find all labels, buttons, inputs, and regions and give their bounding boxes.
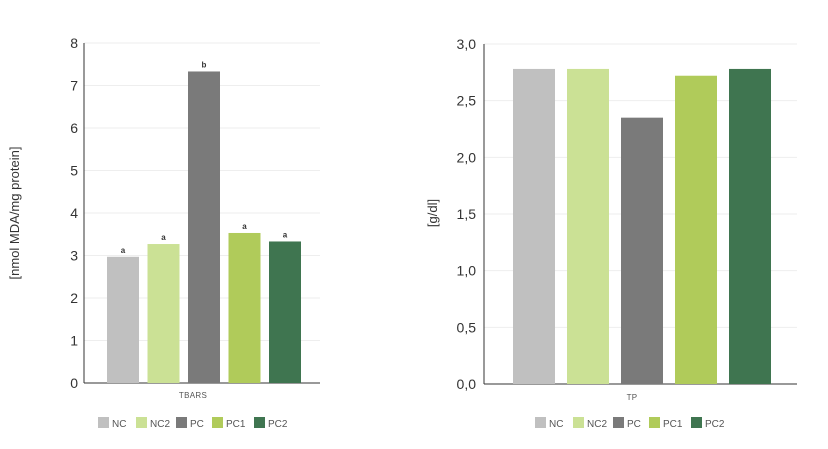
tp-bar-pc1 [675, 75, 717, 384]
tbars-y-tick-label: 8 [70, 35, 78, 51]
tp-legend-label-pc1: PC1 [663, 419, 683, 430]
tbars-bar-nc2 [147, 244, 180, 383]
tbars-significance-label: a [242, 222, 247, 231]
tbars-bar-pc [188, 71, 220, 383]
tp-legend-swatch-pc1 [649, 417, 660, 428]
tbars-legend-swatch-pc [176, 417, 187, 428]
tp-y-tick-label: 2,5 [457, 93, 477, 109]
tbars-significance-label: a [161, 233, 166, 242]
tp-legend-label-nc2: NC2 [587, 419, 607, 430]
tp-y-tick-label: 0,0 [457, 376, 477, 392]
tp-y-tick-label: 3,0 [457, 36, 477, 52]
tbars-y-tick-label: 6 [70, 120, 78, 136]
tbars-significance-label: a [121, 246, 126, 255]
tbars-legend-label-pc1: PC1 [226, 419, 246, 430]
tbars-significance-label: a [283, 230, 288, 239]
tp-legend-swatch-nc [535, 417, 546, 428]
tbars-significance-label: b [202, 60, 207, 69]
tbars-legend-label-nc2: NC2 [150, 419, 170, 430]
tp-legend-label-nc: NC [549, 419, 563, 430]
tbars-legend-swatch-nc2 [136, 417, 147, 428]
tp-y-tick-label: 2,0 [457, 149, 477, 165]
tbars-legend-label-pc2: PC2 [268, 419, 288, 430]
tp-legend-label-pc: PC [627, 419, 641, 430]
tp-legend-swatch-pc2 [691, 417, 702, 428]
tbars-bar-pc1 [228, 232, 261, 383]
tbars-y-tick-label: 3 [70, 248, 78, 264]
tbars-y-axis-title: [nmol MDA/mg protein] [7, 147, 22, 280]
tp-bar-pc2 [729, 68, 771, 384]
tp-bar-nc [513, 68, 555, 384]
tbars-y-tick-label: 1 [70, 333, 78, 349]
chart-tbars: 0 1 2 3 4 5 6 7 8 a a b a a [nmol MDA/mg protein] TBARS… [7, 35, 320, 430]
tbars-bar-nc [107, 256, 139, 383]
tp-y-tick-label: 1,0 [457, 263, 477, 279]
tbars-y-tick-label: 4 [70, 205, 78, 221]
tbars-bar-pc2 [269, 241, 301, 383]
tp-legend-swatch-pc [613, 417, 624, 428]
tbars-y-tick-label: 2 [70, 290, 78, 306]
tbars-legend-swatch-pc1 [212, 417, 223, 428]
tp-legend-swatch-nc2 [573, 417, 584, 428]
tp-x-axis-title: TP [627, 393, 638, 402]
tbars-y-tick-label: 7 [70, 78, 78, 94]
tp-y-tick-label: 0,5 [457, 319, 477, 335]
tbars-y-tick-label: 5 [70, 163, 78, 179]
tp-bar-nc2 [567, 68, 609, 384]
tbars-legend-label-pc: PC [190, 419, 204, 430]
tbars-legend-swatch-nc [98, 417, 109, 428]
tp-y-tick-label: 1,5 [457, 206, 477, 222]
tbars-y-tick-label: 0 [70, 375, 78, 391]
tp-legend-label-pc2: PC2 [705, 419, 725, 430]
tbars-x-axis-title: TBARS [179, 391, 207, 400]
tp-y-axis-title: [g/dl] [425, 199, 440, 227]
tbars-legend-swatch-pc2 [254, 417, 265, 428]
chart-tp: 0,0 0,5 1,0 1,5 2,0 2,5 3,0 [g/dl] TP NC NC2 PC PC1 P… [425, 36, 797, 430]
tbars-legend-label-nc: NC [112, 419, 126, 430]
tp-bar-pc [621, 117, 663, 385]
